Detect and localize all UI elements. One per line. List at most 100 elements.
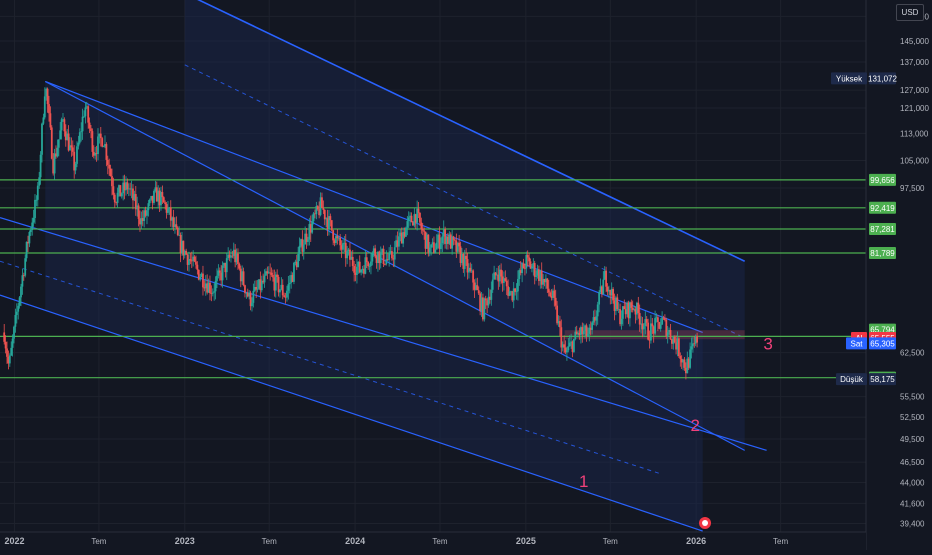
- candle-body-435: [612, 288, 615, 301]
- candle-body-148: [210, 293, 213, 294]
- candles: [3, 87, 698, 380]
- candle-body-447: [629, 302, 631, 319]
- candle-body-238: [336, 236, 339, 239]
- candle-body-15: [24, 258, 27, 276]
- candle-body-493: [693, 343, 696, 345]
- candle-body-127: [181, 240, 183, 254]
- level-label-0: 99,656: [870, 176, 895, 185]
- candle-body-206: [291, 275, 294, 282]
- candle-body-354: [498, 269, 501, 282]
- candle-body-436: [613, 300, 616, 311]
- candle-body-257: [363, 268, 365, 274]
- candle-body-103: [147, 203, 150, 211]
- candle-body-314: [442, 229, 445, 237]
- price-tick-9: 55,500: [900, 393, 925, 402]
- currency-button[interactable]: USD: [896, 4, 924, 21]
- price-tick-10: 52,500: [900, 413, 925, 422]
- candle-body-368: [518, 270, 521, 280]
- candle-body-469: [659, 324, 662, 329]
- price-tick-3: 127,000: [900, 86, 929, 95]
- price-tick-14: 41,600: [900, 499, 925, 508]
- time-axis: 2022 Tem 2023 Tem 2024 Tem 2025 Tem 2026 Tem: [0, 531, 866, 550]
- candle-body-285: [402, 232, 405, 244]
- candle-body-137: [195, 261, 197, 265]
- candle-body-175: [248, 292, 251, 297]
- candle-body-410: [577, 332, 580, 335]
- candle-body-213: [301, 239, 304, 252]
- price-tag-bg-4: [836, 373, 867, 386]
- candle-body-183: [259, 279, 262, 291]
- candle-body-229: [323, 209, 326, 220]
- candle-body-246: [347, 249, 350, 252]
- candle-body-136: [193, 256, 196, 262]
- candle-body-224: [316, 206, 319, 210]
- candle-body-166: [235, 253, 238, 263]
- time-tick-7: Tem: [603, 537, 618, 546]
- candle-body-46: [67, 133, 70, 151]
- candle-body-346: [487, 296, 490, 306]
- candle-body-260: [367, 262, 370, 267]
- candle-body-449: [631, 307, 634, 310]
- candle-body-256: [361, 268, 364, 270]
- candle-body-330: [465, 255, 468, 260]
- price-tag-bg-3: [831, 72, 867, 85]
- candle-body-309: [435, 242, 438, 250]
- candle-body-44: [64, 131, 67, 141]
- candle-body-70: [101, 138, 104, 147]
- candle-body-404: [568, 342, 571, 347]
- candle-body-273: [385, 259, 388, 265]
- candle-body-139: [197, 269, 200, 280]
- channel-fills: [45, 0, 745, 532]
- candle-body-171: [242, 271, 245, 286]
- candle-body-88: [126, 182, 129, 190]
- price-axis-bg: [866, 0, 932, 550]
- candle-body-56: [81, 116, 84, 132]
- candle-body-401: [564, 347, 567, 353]
- candle-body-4: [8, 355, 11, 364]
- candle-body-146: [207, 282, 210, 293]
- candle-body-438: [616, 297, 619, 310]
- candle-body-478: [672, 337, 675, 344]
- candle-body-420: [591, 322, 594, 330]
- candle-body-270: [381, 248, 384, 253]
- candle-body-27: [41, 123, 43, 155]
- candle-body-418: [588, 327, 591, 334]
- candle-body-242: [342, 243, 344, 250]
- candle-body-350: [493, 272, 496, 280]
- time-tick-5: Tem: [432, 537, 447, 546]
- candle-body-366: [515, 291, 518, 293]
- candle-body-32: [48, 104, 50, 114]
- candle-body-452: [636, 302, 638, 315]
- candle-body-298: [420, 222, 423, 229]
- channel-1-line-2: [0, 294, 703, 532]
- candle-body-274: [386, 259, 389, 260]
- candle-body-93: [133, 194, 136, 201]
- candle-body-434: [610, 288, 613, 296]
- level-label-bg-2: [869, 222, 896, 235]
- candle-body-142: [202, 273, 204, 288]
- candle-body-326: [459, 246, 462, 263]
- candle-body-396: [557, 321, 560, 324]
- candle-body-182: [258, 279, 260, 289]
- candle-body-20: [31, 222, 34, 230]
- candle-body-262: [370, 261, 372, 266]
- candle-body-125: [178, 234, 181, 236]
- candle-body-113: [161, 191, 164, 198]
- candle-body-222: [314, 213, 316, 215]
- candle-body-286: [403, 232, 406, 237]
- candle-body-343: [483, 298, 486, 320]
- candle-body-30: [45, 88, 48, 97]
- candle-body-219: [309, 224, 312, 233]
- candle-body-170: [241, 271, 244, 282]
- channel-label-1: 1: [579, 472, 588, 491]
- candle-body-26: [39, 154, 42, 178]
- candle-body-383: [539, 270, 542, 282]
- candle-body-432: [608, 289, 610, 292]
- candle-body-235: [332, 230, 335, 241]
- candle-body-446: [627, 302, 630, 319]
- candle-body-19: [29, 229, 32, 233]
- candle-body-331: [466, 259, 469, 273]
- candle-body-130: [185, 250, 188, 255]
